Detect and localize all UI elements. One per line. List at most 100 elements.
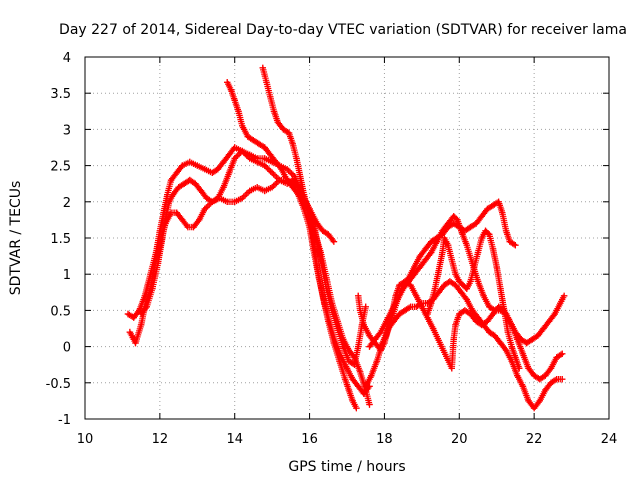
- data-point: [351, 354, 358, 361]
- data-point: [261, 187, 268, 195]
- data-point: [471, 263, 478, 271]
- data-point: [474, 278, 482, 285]
- data-point: [426, 318, 433, 325]
- data-point: [469, 307, 476, 314]
- data-point: [355, 383, 362, 390]
- data-point: [422, 245, 429, 253]
- x-tick-label: 16: [301, 432, 318, 447]
- data-point: [428, 238, 435, 245]
- data-point: [517, 336, 525, 343]
- data-point: [489, 310, 497, 318]
- data-point: [467, 278, 474, 285]
- chart-title: Day 227 of 2014, Sidereal Day-to-day VTE…: [59, 22, 627, 38]
- data-point: [356, 368, 364, 376]
- data-point: [255, 140, 263, 148]
- data-point: [235, 108, 242, 115]
- data-point: [201, 166, 208, 173]
- data-point: [560, 292, 568, 300]
- data-point: [332, 339, 339, 347]
- data-point: [261, 162, 268, 169]
- data-point: [190, 223, 197, 231]
- data-point: [280, 126, 287, 133]
- data-point: [297, 173, 304, 180]
- data-point: [530, 372, 538, 379]
- data-point: [137, 310, 145, 318]
- data-point: [310, 245, 317, 253]
- data-point: [530, 404, 538, 412]
- data-point: [388, 310, 396, 318]
- data-point: [246, 187, 253, 195]
- data-point: [396, 281, 403, 289]
- data-point: [433, 234, 440, 242]
- data-point: [268, 169, 276, 176]
- data-point: [516, 365, 523, 372]
- data-point: [512, 242, 519, 249]
- data-point: [413, 292, 420, 300]
- data-point: [291, 173, 298, 180]
- x-tick-label: 14: [226, 432, 243, 447]
- data-point: [220, 184, 227, 191]
- data-point: [225, 169, 233, 176]
- data-point: [360, 321, 367, 329]
- data-point: [493, 263, 500, 271]
- data-point: [345, 347, 353, 354]
- series-track-j: [424, 227, 523, 372]
- data-point: [162, 216, 169, 224]
- axis-ticks: 10 12 14 16 18 20 22 24 -1 -0.5 0 0.5 1 1.5 2 2.5 3 3.5 4: [46, 51, 618, 447]
- data-point: [194, 162, 201, 169]
- data-point: [467, 310, 474, 318]
- data-point: [480, 292, 487, 300]
- x-tick-label: 12: [152, 432, 169, 447]
- data-point: [478, 213, 485, 220]
- data-point: [192, 180, 199, 187]
- data-point: [542, 372, 549, 379]
- data-point: [472, 220, 480, 227]
- data-point: [456, 310, 463, 318]
- data-point: [173, 209, 180, 216]
- data-point: [173, 169, 180, 176]
- data-point: [486, 328, 493, 336]
- y-tick-label: -1: [58, 413, 71, 428]
- data-point: [540, 325, 547, 332]
- data-point: [472, 318, 480, 325]
- y-tick-label: 2: [63, 196, 71, 211]
- data-point: [270, 108, 278, 115]
- data-point: [231, 198, 238, 205]
- series-track-c: [137, 147, 338, 318]
- data-point: [474, 249, 482, 256]
- data-point: [267, 151, 274, 158]
- data-point: [551, 310, 558, 318]
- data-point: [186, 158, 193, 166]
- series-track-d: [224, 79, 373, 397]
- data-point: [547, 379, 555, 386]
- data-point: [304, 205, 311, 213]
- data-point: [456, 278, 463, 285]
- data-point: [137, 321, 145, 329]
- data-point: [259, 64, 266, 72]
- data-point: [495, 198, 502, 205]
- data-point: [250, 137, 257, 144]
- data-point: [452, 271, 459, 278]
- data-point: [224, 79, 231, 86]
- data-point: [377, 347, 384, 354]
- data-point: [353, 404, 360, 412]
- data-point: [186, 176, 193, 184]
- data-point: [272, 158, 280, 166]
- series-track-i: [355, 278, 568, 372]
- data-point: [225, 151, 233, 158]
- data-point: [508, 343, 515, 350]
- data-point: [164, 191, 171, 198]
- y-tick-label: 0: [63, 341, 71, 356]
- data-point: [268, 184, 276, 191]
- data-point: [308, 216, 315, 224]
- data-point: [441, 281, 448, 289]
- y-tick-label: 3.5: [50, 87, 71, 102]
- data-point: [461, 227, 469, 234]
- data-point: [512, 328, 519, 336]
- data-point: [197, 187, 205, 195]
- data-point: [132, 339, 139, 347]
- series-track-e: [259, 64, 373, 408]
- data-point: [401, 307, 409, 314]
- data-point: [300, 191, 308, 198]
- data-point: [166, 198, 173, 205]
